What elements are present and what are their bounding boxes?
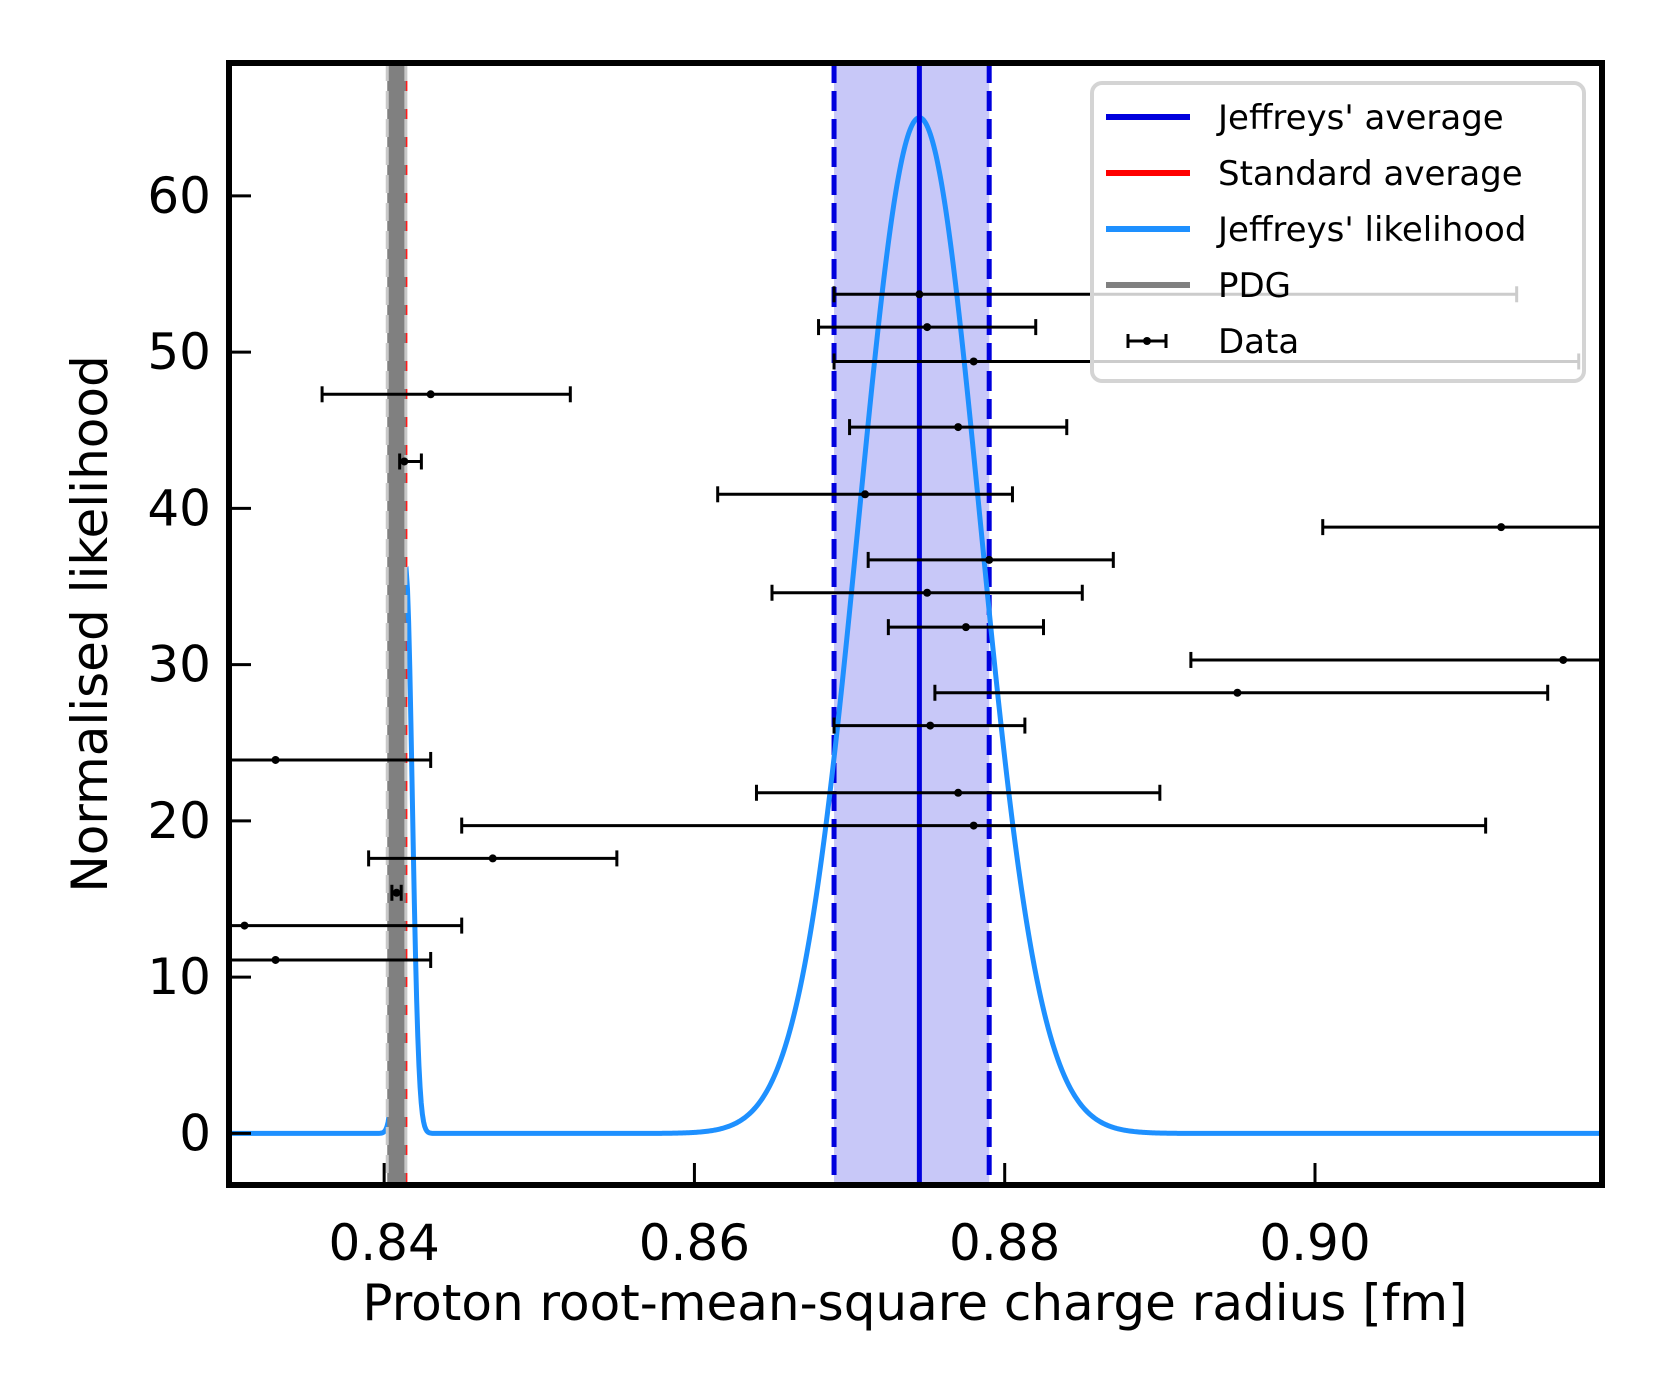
data-marker bbox=[426, 390, 435, 399]
pdg-band bbox=[387, 63, 406, 1185]
legend-box bbox=[1090, 81, 1586, 383]
data-marker bbox=[271, 955, 280, 964]
x-tick-label: 0.88 bbox=[949, 1214, 1060, 1272]
y-tick-label: 20 bbox=[147, 792, 211, 850]
legend-label: PDG bbox=[1218, 266, 1291, 306]
data-marker bbox=[392, 888, 401, 897]
data-point bbox=[229, 951, 433, 968]
x-tick-label: 0.84 bbox=[328, 1214, 439, 1272]
data-point bbox=[886, 619, 1045, 636]
y-axis-title: Normalised likelihood bbox=[61, 355, 119, 892]
x-tick-label: 0.90 bbox=[1259, 1214, 1370, 1272]
x-axis-title: Proton root-mean-square charge radius [f… bbox=[362, 1274, 1467, 1332]
data-point bbox=[1189, 651, 1602, 668]
data-point bbox=[716, 486, 1014, 503]
y-tick-label: 30 bbox=[147, 636, 211, 694]
legend-label: Standard average bbox=[1218, 154, 1523, 194]
data-marker bbox=[954, 788, 963, 797]
data-point bbox=[770, 584, 1084, 601]
legend-label: Data bbox=[1218, 322, 1299, 362]
y-tick-label: 40 bbox=[147, 479, 211, 537]
y-tick-label: 10 bbox=[147, 948, 211, 1006]
data-marker bbox=[923, 323, 932, 332]
data-marker bbox=[271, 755, 280, 764]
data-marker bbox=[1233, 688, 1242, 697]
jeffreys-likelihood-curve bbox=[229, 115, 1602, 1136]
data-marker bbox=[400, 457, 409, 466]
x-tick-label: 0.86 bbox=[639, 1214, 750, 1272]
data-point bbox=[398, 453, 423, 470]
data-point bbox=[229, 917, 464, 934]
data-point bbox=[229, 751, 433, 768]
jeffreys-average-band bbox=[834, 63, 990, 1185]
data-marker bbox=[969, 821, 978, 830]
legend-label: Jeffreys' average bbox=[1216, 98, 1504, 138]
data-marker bbox=[985, 555, 994, 564]
legend-label: Jeffreys' likelihood bbox=[1216, 210, 1526, 250]
data-marker bbox=[923, 588, 932, 597]
data-point bbox=[832, 717, 1027, 734]
y-tick-label: 0 bbox=[179, 1104, 211, 1162]
legend: Jeffreys' average Standard average Jeffrey… bbox=[1090, 81, 1586, 383]
data-point bbox=[817, 319, 1038, 336]
data-marker bbox=[954, 423, 963, 432]
data-point bbox=[1321, 519, 1602, 536]
legend-item: Jeffreys' likelihood bbox=[1106, 210, 1526, 250]
data-point bbox=[848, 419, 1069, 436]
plot-frame bbox=[226, 60, 1605, 1188]
data-point bbox=[460, 817, 1488, 834]
data-marker bbox=[926, 721, 935, 730]
data-marker bbox=[1497, 523, 1506, 532]
data-point bbox=[367, 850, 619, 867]
legend-item: Jeffreys' average bbox=[1106, 98, 1504, 138]
data-point bbox=[320, 386, 572, 403]
y-tick-label: 50 bbox=[147, 323, 211, 381]
legend-item: PDG bbox=[1106, 266, 1291, 306]
data-marker bbox=[240, 921, 249, 930]
data-marker bbox=[861, 490, 870, 499]
data-point bbox=[754, 784, 1162, 801]
data-point bbox=[390, 884, 403, 901]
legend-marker bbox=[1143, 337, 1151, 345]
data-marker bbox=[488, 854, 497, 863]
data-marker bbox=[1559, 655, 1568, 664]
data-point bbox=[933, 684, 1550, 701]
data-point bbox=[866, 551, 1115, 568]
y-tick-label: 60 bbox=[147, 167, 211, 225]
legend-item: Data bbox=[1126, 322, 1299, 362]
legend-item: Standard average bbox=[1106, 154, 1523, 194]
data-marker bbox=[961, 623, 970, 632]
data-marker bbox=[969, 357, 978, 366]
data-marker bbox=[915, 290, 924, 299]
